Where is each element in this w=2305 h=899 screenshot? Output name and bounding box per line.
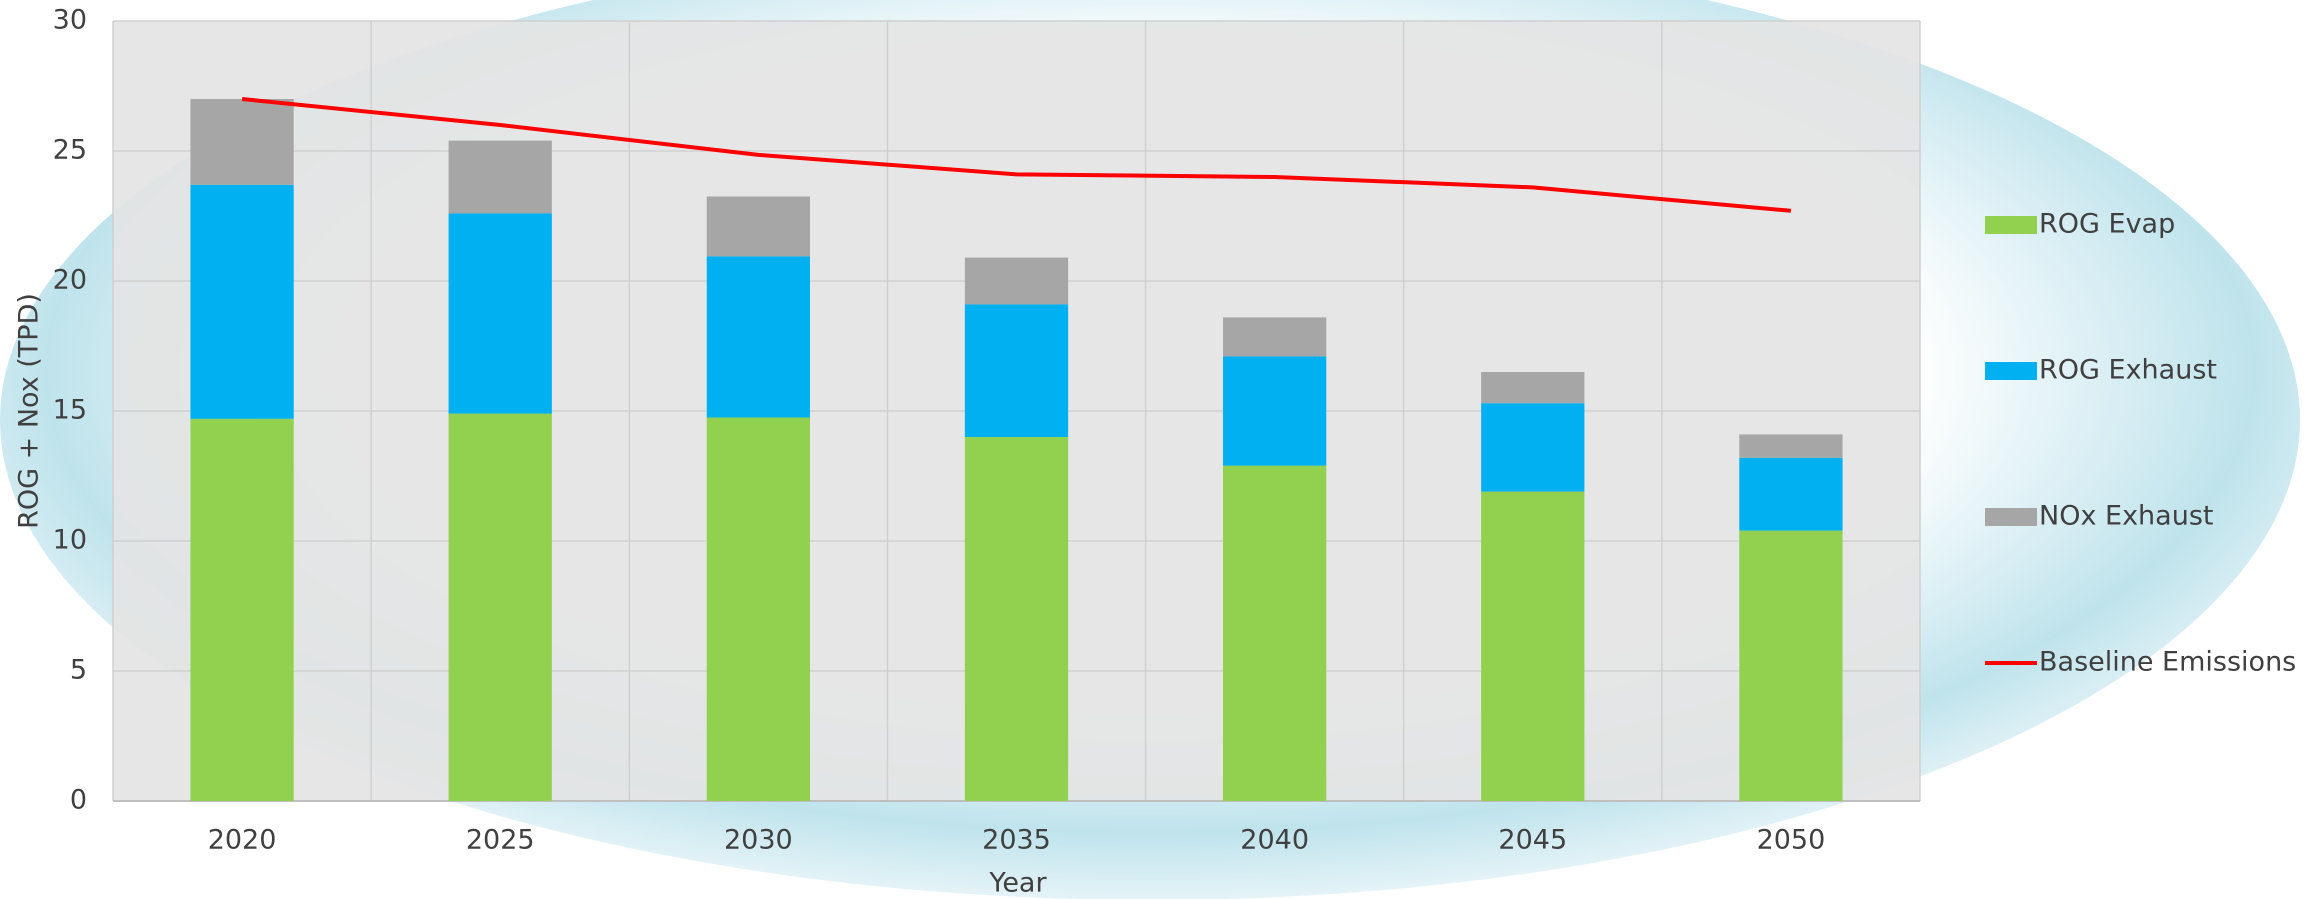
bar-segment [1481, 492, 1584, 801]
legend-label: Baseline Emissions [2039, 647, 2296, 678]
bar-segment [965, 304, 1068, 437]
bar-segment [1481, 372, 1584, 403]
x-axis-label: Year [988, 868, 1047, 899]
y-tick-label: 30 [53, 5, 87, 36]
bar-segment [707, 256, 810, 417]
x-tick-label: 2030 [724, 825, 793, 856]
page: {"chart_data": {"type": "bar", "stacked"… [0, 0, 2305, 899]
y-tick-label: 0 [70, 785, 87, 816]
x-tick-label: 2045 [1498, 825, 1567, 856]
bar-segment [1223, 466, 1326, 801]
bar-segment [449, 213, 552, 413]
x-tick-label: 2040 [1240, 825, 1309, 856]
bar-segment [1739, 434, 1842, 457]
bar-segment [1223, 317, 1326, 356]
x-tick-label: 2050 [1757, 825, 1826, 856]
y-tick-label: 20 [53, 265, 87, 296]
y-tick-label: 15 [53, 395, 87, 426]
legend-swatch [1985, 508, 2037, 526]
bar-segment [1223, 356, 1326, 465]
x-tick-label: 2025 [466, 825, 535, 856]
legend-label: ROG Evap [2039, 209, 2175, 240]
legend-swatch [1985, 216, 2037, 234]
legend-swatch [1985, 362, 2037, 380]
bar-segment [449, 141, 552, 214]
bar-segment [1481, 403, 1584, 491]
legend-label: ROG Exhaust [2039, 355, 2217, 386]
legend-label: NOx Exhaust [2039, 501, 2213, 532]
bar-segment [707, 197, 810, 257]
y-tick-label: 5 [70, 655, 87, 686]
x-tick-label: 2020 [208, 825, 277, 856]
y-tick-label: 10 [53, 525, 87, 556]
chart: Year ROG + Nox (TPD) 0510152025302020202… [0, 0, 2305, 899]
y-axis-label: ROG + Nox (TPD) [14, 293, 45, 529]
bar-segment [965, 437, 1068, 801]
bar-segment [707, 418, 810, 802]
bar-segment [449, 414, 552, 801]
bar-segment [190, 99, 293, 185]
bar-segment [1739, 458, 1842, 531]
bar-segment [1739, 531, 1842, 801]
bar-segment [190, 185, 293, 419]
y-tick-label: 25 [53, 135, 87, 166]
x-tick-label: 2035 [982, 825, 1051, 856]
bar-segment [965, 258, 1068, 305]
bar-segment [190, 419, 293, 801]
